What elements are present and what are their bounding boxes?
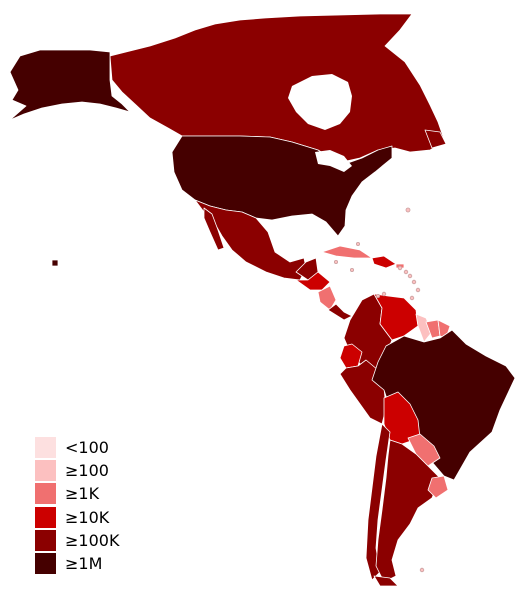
legend-label: ≥100K bbox=[65, 530, 120, 550]
legend-swatch bbox=[35, 437, 56, 459]
region-guyana bbox=[415, 313, 433, 343]
legend-swatch bbox=[35, 553, 56, 575]
legend-label: ≥1K bbox=[65, 484, 100, 504]
legend-label: ≥100 bbox=[65, 461, 109, 481]
legend-item-ge1m: ≥1M bbox=[35, 552, 119, 575]
legend-label: <100 bbox=[65, 438, 109, 458]
region-alaska bbox=[9, 49, 131, 121]
legend-label: ≥1M bbox=[65, 554, 103, 574]
region-hispaniola bbox=[371, 255, 397, 269]
legend-swatch bbox=[35, 506, 56, 528]
caribbean-islands bbox=[333, 207, 425, 573]
region-newfoundland bbox=[424, 129, 447, 149]
region-hawaii bbox=[51, 259, 59, 267]
region-tierra-del-fuego bbox=[373, 575, 399, 587]
region-nicaragua bbox=[317, 285, 337, 311]
region-uruguay bbox=[427, 475, 449, 499]
legend-swatch bbox=[35, 483, 56, 505]
legend-item-ge100k: ≥100K bbox=[35, 529, 119, 552]
legend-item-ge100: ≥100 bbox=[35, 459, 119, 482]
region-guatemala bbox=[295, 257, 319, 281]
legend-label: ≥10K bbox=[65, 507, 110, 527]
legend: <100 ≥100 ≥1K ≥10K ≥100K ≥1M bbox=[35, 436, 119, 575]
legend-item-ge1k: ≥1K bbox=[35, 482, 119, 505]
legend-swatch bbox=[35, 529, 56, 551]
legend-item-lt100: <100 bbox=[35, 436, 119, 459]
legend-swatch bbox=[35, 460, 56, 482]
water-hudson-bay bbox=[288, 74, 352, 130]
region-baja bbox=[203, 207, 225, 251]
region-panama bbox=[327, 303, 353, 321]
region-venezuela bbox=[373, 293, 419, 341]
water-great-lakes bbox=[315, 150, 352, 172]
region-honduras bbox=[295, 271, 331, 291]
legend-item-ge10k: ≥10K bbox=[35, 506, 119, 529]
region-argentina bbox=[375, 439, 441, 583]
region-cuba bbox=[321, 245, 373, 259]
